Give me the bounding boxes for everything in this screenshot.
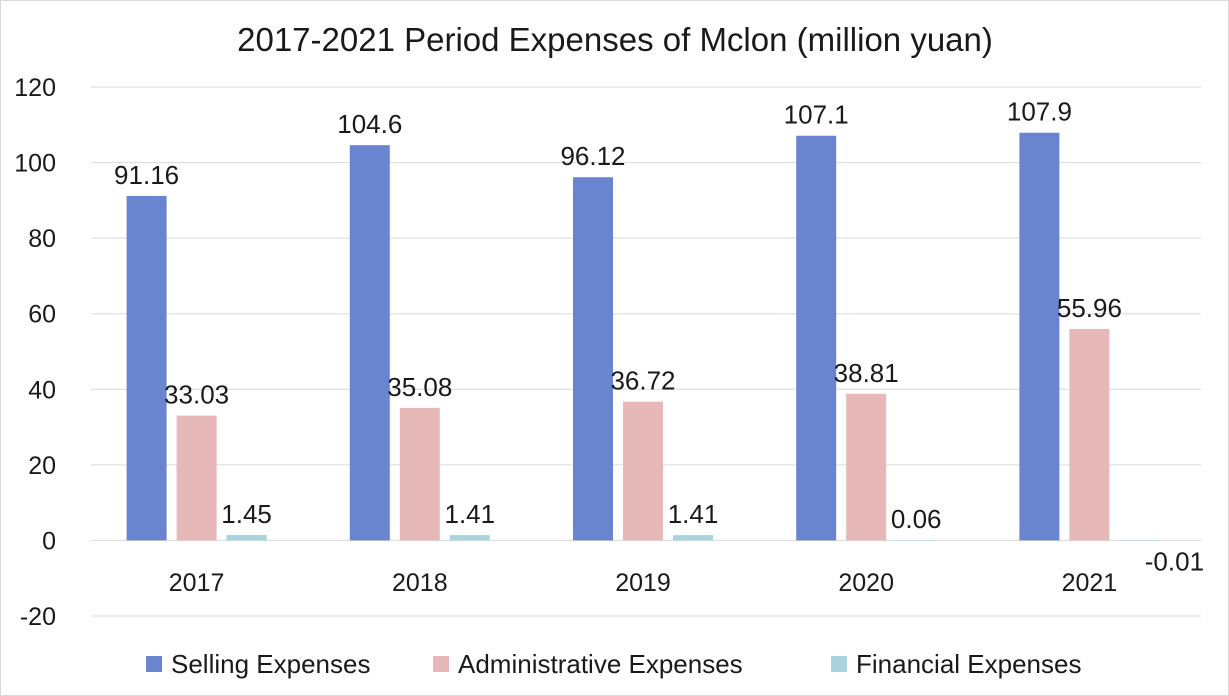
data-label: 55.96 bbox=[1057, 293, 1122, 323]
legend: Selling Expenses Administrative Expenses F… bbox=[146, 649, 1081, 679]
data-label: 91.16 bbox=[114, 160, 179, 190]
bar bbox=[846, 393, 887, 541]
bar bbox=[896, 540, 937, 541]
bar bbox=[226, 534, 267, 541]
legend-swatch bbox=[146, 656, 162, 672]
x-tick-label: 2017 bbox=[169, 569, 225, 597]
data-labels: 91.16 33.03 1.45 104.6 35.08 1.41 96.12 36.72 1.… bbox=[114, 97, 1204, 577]
bar bbox=[1069, 328, 1110, 541]
y-axis-ticks: -20 0 20 40 60 80 100 120 bbox=[14, 74, 56, 631]
y-tick-label: 20 bbox=[28, 452, 56, 480]
y-tick-label: 120 bbox=[14, 74, 56, 102]
bar bbox=[623, 401, 663, 541]
bar bbox=[1019, 132, 1060, 541]
y-tick-label: 40 bbox=[28, 376, 56, 404]
y-tick-label: 80 bbox=[28, 225, 56, 253]
bar bbox=[1119, 540, 1160, 541]
data-label: 36.72 bbox=[610, 366, 675, 396]
x-axis-ticks: 2017 2018 2019 2020 2021 bbox=[169, 569, 1117, 597]
bar bbox=[796, 135, 837, 541]
x-tick-label: 2019 bbox=[615, 569, 671, 597]
data-label: 38.81 bbox=[834, 358, 899, 388]
x-tick-label: 2021 bbox=[1062, 569, 1118, 597]
data-label: 0.06 bbox=[891, 504, 942, 534]
bar bbox=[449, 535, 490, 541]
chart-title: 2017-2021 Period Expenses of Mclon (mill… bbox=[237, 21, 993, 58]
data-label: 33.03 bbox=[164, 380, 229, 410]
legend-label: Administrative Expenses bbox=[458, 649, 743, 679]
data-label: 1.41 bbox=[444, 499, 495, 529]
bar bbox=[176, 415, 217, 541]
y-tick-label: -20 bbox=[20, 603, 56, 631]
legend-swatch bbox=[831, 656, 847, 672]
legend-label: Financial Expenses bbox=[856, 649, 1081, 679]
x-tick-label: 2018 bbox=[392, 569, 448, 597]
bars bbox=[126, 132, 1160, 541]
data-label: 104.6 bbox=[337, 109, 402, 139]
y-tick-label: 100 bbox=[14, 150, 56, 178]
y-tick-label: 0 bbox=[42, 527, 56, 555]
bar bbox=[349, 145, 390, 541]
bar bbox=[673, 535, 713, 541]
data-label: -0.01 bbox=[1145, 546, 1204, 576]
x-tick-label: 2020 bbox=[838, 569, 894, 597]
legend-label: Selling Expenses bbox=[171, 649, 370, 679]
data-label: 107.1 bbox=[784, 100, 849, 130]
bar bbox=[126, 195, 167, 541]
data-label: 35.08 bbox=[387, 372, 452, 402]
y-tick-label: 60 bbox=[28, 301, 56, 329]
data-label: 1.45 bbox=[221, 499, 272, 529]
bar bbox=[399, 407, 440, 541]
data-label: 96.12 bbox=[560, 141, 625, 171]
data-label: 1.41 bbox=[668, 499, 719, 529]
legend-swatch bbox=[433, 656, 449, 672]
bar bbox=[573, 177, 613, 541]
data-label: 107.9 bbox=[1007, 97, 1072, 127]
